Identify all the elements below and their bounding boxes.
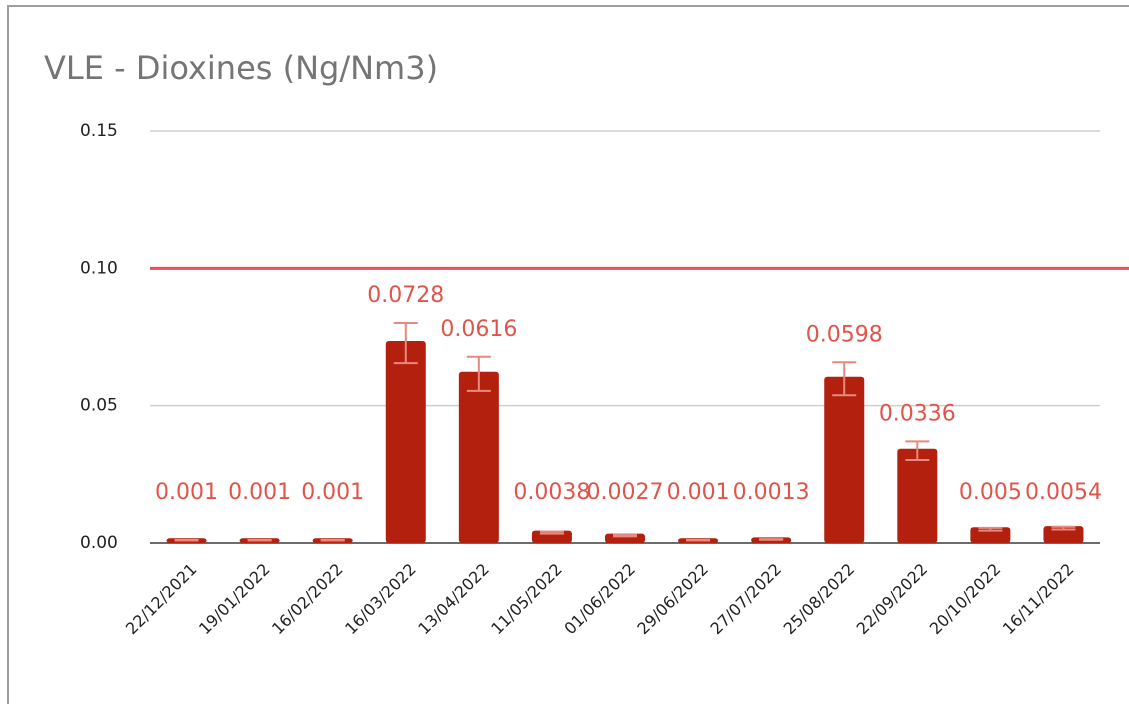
value-label: 0.001 [301, 480, 364, 505]
chart-title: VLE - Dioxines (Ng/Nm3) [44, 49, 438, 87]
value-label: 0.0013 [733, 480, 810, 505]
value-label: 0.0027 [587, 480, 664, 505]
value-label: 0.0336 [879, 401, 956, 426]
y-tick-label: 0.00 [80, 533, 118, 553]
value-label: 0.005 [959, 480, 1022, 505]
bar [897, 448, 938, 543]
y-tick-label: 0.10 [80, 258, 118, 278]
value-label: 0.0728 [367, 283, 444, 308]
value-label: 0.0598 [806, 322, 883, 347]
value-label: 0.001 [155, 480, 218, 505]
chart-frame [7, 5, 1129, 704]
value-label: 0.001 [228, 480, 291, 505]
value-label: 0.0616 [440, 317, 517, 342]
value-label: 0.0054 [1025, 480, 1102, 505]
bar [385, 341, 426, 543]
value-label: 0.001 [667, 480, 730, 505]
bar [458, 371, 499, 543]
value-label: 0.0038 [513, 480, 590, 505]
y-tick-label: 0.15 [80, 121, 118, 141]
y-tick-label: 0.05 [80, 396, 118, 416]
bar [824, 376, 865, 543]
